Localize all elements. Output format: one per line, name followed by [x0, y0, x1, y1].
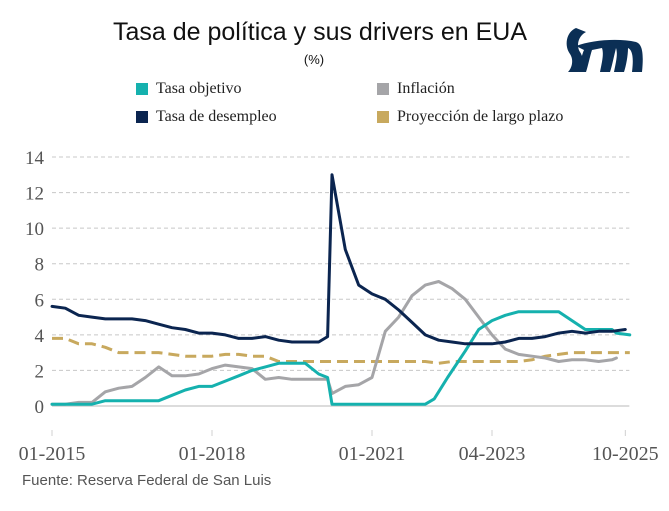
x-tick-label: 01-2015 — [19, 443, 86, 465]
x-tick-label: 04-2023 — [459, 443, 526, 465]
legend-item-tasa-desempleo: Tasa de desempleo — [136, 108, 277, 126]
legend-swatch-inflacion — [377, 83, 389, 95]
chart-title: Tasa de política y sus drivers en EUA — [112, 18, 528, 46]
x-tick-label: 10-2025 — [592, 443, 659, 465]
y-tick-label: 0 — [35, 397, 45, 418]
series-line-tasa-objetivo — [50, 310, 632, 406]
y-axis: 0 2 4 6 8 10 12 14 — [25, 148, 45, 418]
x-tick-label: 01-2021 — [339, 443, 406, 465]
legend-swatch-tasa-desempleo — [136, 111, 148, 123]
y-tick-label: 2 — [35, 361, 45, 382]
series-line-tasa-desempleo — [50, 173, 627, 346]
institution-logo-icon — [566, 28, 643, 72]
series-line-inflacion — [50, 280, 618, 406]
y-tick-label: 12 — [25, 184, 44, 205]
chart-subtitle: (%) — [303, 52, 325, 67]
legend-label: Tasa objetivo — [156, 80, 242, 97]
series-lines — [50, 173, 632, 406]
y-tick-label: 6 — [35, 290, 45, 311]
chart-legend: Tasa objetivo Inflación Tasa de desemple… — [0, 78, 669, 130]
logo-m-shape — [576, 39, 643, 72]
x-tick-label: 01-2018 — [179, 443, 246, 465]
legend-item-proyeccion: Proyección de largo plazo — [377, 108, 563, 126]
legend-label: Proyección de largo plazo — [397, 108, 564, 125]
grid-lines — [52, 156, 630, 407]
legend-label: Inflación — [397, 80, 455, 97]
source-note: Fuente: Reserva Federal de San Luis — [22, 472, 272, 489]
y-tick-label: 4 — [35, 326, 45, 347]
y-tick-label: 14 — [25, 148, 45, 169]
legend-label: Tasa de desempleo — [156, 108, 277, 125]
x-axis: 01-2015 01-2018 01-2021 04-2023 10-2025 — [19, 430, 659, 465]
series-line-proyeccion — [52, 336, 630, 365]
legend-item-inflacion: Inflación — [377, 80, 455, 98]
legend-item-tasa-objetivo: Tasa objetivo — [136, 80, 242, 98]
y-tick-label: 10 — [25, 219, 44, 240]
legend-swatch-proyeccion — [377, 111, 389, 123]
y-tick-label: 8 — [35, 255, 45, 276]
legend-swatch-tasa-objetivo — [136, 83, 148, 95]
